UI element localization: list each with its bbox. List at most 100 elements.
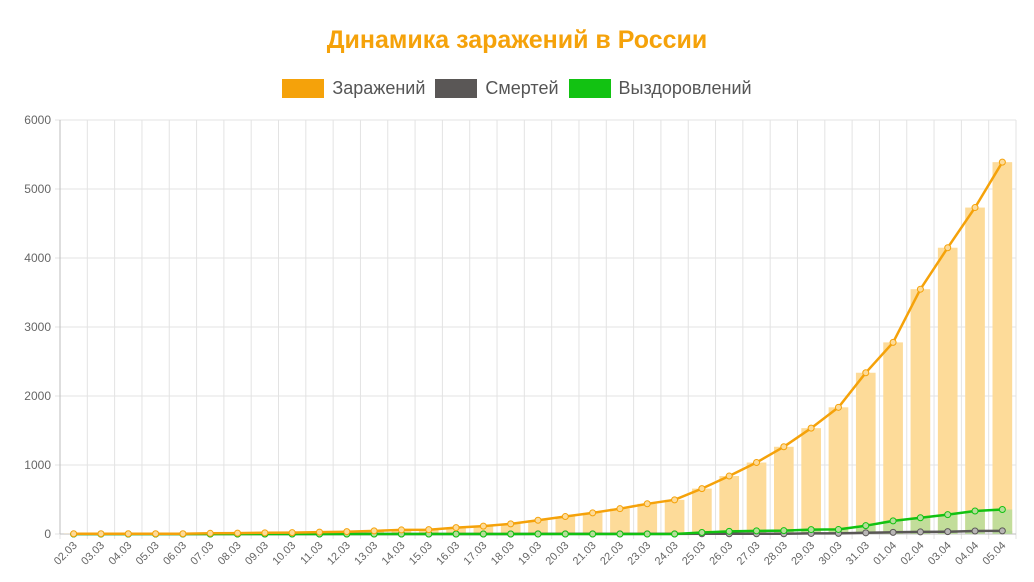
- bar-infections: [773, 446, 794, 534]
- bar-infections: [719, 476, 740, 534]
- bar-infections: [937, 247, 958, 534]
- y-tick-label: 0: [44, 527, 51, 541]
- bar-infections: [692, 488, 712, 534]
- x-tick-label: 05.04: [981, 540, 1009, 568]
- point-infections: [944, 244, 952, 252]
- point-infections: [561, 513, 569, 521]
- point-recoveries: [452, 530, 460, 538]
- x-tick-label: 25.03: [680, 540, 708, 568]
- legend-item-deaths[interactable]: Смертей: [435, 78, 559, 99]
- point-infections: [179, 530, 187, 538]
- point-deaths: [916, 528, 924, 536]
- x-tick-label: 03.03: [79, 540, 107, 568]
- bar-infections: [883, 342, 903, 534]
- x-tick-label: 19.03: [516, 540, 544, 568]
- point-recoveries: [753, 527, 761, 535]
- bar-infections: [582, 512, 603, 534]
- point-deaths: [889, 528, 897, 536]
- point-infections: [643, 500, 651, 508]
- point-infections: [479, 522, 487, 530]
- x-tick-label: 16.03: [434, 540, 462, 568]
- bar-infections: [555, 516, 576, 534]
- point-recoveries: [616, 530, 624, 538]
- point-infections: [315, 528, 323, 536]
- point-recoveries: [862, 522, 870, 530]
- x-tick-label: 27.03: [735, 540, 763, 568]
- point-recoveries: [561, 530, 569, 538]
- legend-item-recoveries[interactable]: Выздоровлений: [568, 78, 752, 99]
- point-infections: [452, 524, 460, 532]
- x-tick-label: 10.03: [270, 540, 298, 568]
- x-tick-label: 28.03: [762, 540, 790, 568]
- point-recoveries: [725, 527, 733, 535]
- point-recoveries: [479, 530, 487, 538]
- point-infections: [971, 204, 979, 212]
- legend-swatch-infections: [282, 79, 325, 98]
- bar-infections: [965, 207, 985, 534]
- point-recoveries: [780, 527, 788, 535]
- x-tick-label: 18.03: [489, 540, 517, 568]
- x-tick-label: 14.03: [380, 540, 408, 568]
- bar-infections: [637, 503, 658, 534]
- x-tick-label: 24.03: [653, 540, 681, 568]
- point-recoveries: [944, 511, 952, 519]
- point-infections: [807, 424, 815, 432]
- point-recoveries: [998, 506, 1006, 514]
- point-deaths: [971, 527, 979, 535]
- bar-recoveries: [883, 520, 903, 534]
- point-recoveries: [807, 526, 815, 534]
- x-tick-label: 30.03: [817, 540, 845, 568]
- x-tick-label: 09.03: [243, 540, 271, 568]
- point-deaths: [998, 527, 1006, 535]
- x-tick-label: 20.03: [543, 540, 571, 568]
- point-infections: [152, 530, 160, 538]
- x-tick-label: 23.03: [625, 540, 653, 568]
- x-tick-label: 02.03: [52, 540, 80, 568]
- point-infections: [780, 443, 788, 451]
- x-tick-label: 21.03: [571, 540, 599, 568]
- point-deaths: [862, 529, 870, 537]
- bar-recoveries: [992, 509, 1013, 534]
- point-infections: [889, 338, 897, 346]
- point-infections: [589, 509, 597, 517]
- x-tick-label: 07.03: [188, 540, 216, 568]
- point-infections: [206, 529, 214, 537]
- y-tick-label: 6000: [24, 113, 51, 127]
- point-infections: [234, 529, 242, 537]
- x-tick-label: 12.03: [325, 540, 353, 568]
- x-tick-label: 06.03: [161, 540, 189, 568]
- x-tick-label: 22.03: [598, 540, 626, 568]
- bar-infections: [855, 372, 876, 534]
- point-infections: [862, 369, 870, 377]
- legend-label-recoveries: Выздоровлений: [618, 78, 752, 98]
- x-tick-label: 05.03: [134, 540, 162, 568]
- legend-item-infections[interactable]: Заражений: [282, 78, 425, 99]
- x-tick-label: 17.03: [462, 540, 490, 568]
- x-tick-label: 26.03: [707, 540, 735, 568]
- point-infections: [834, 403, 842, 411]
- x-tick-label: 04.04: [953, 540, 981, 568]
- point-infections: [370, 527, 378, 535]
- x-tick-label: 11.03: [298, 540, 325, 567]
- x-tick-label: 29.03: [789, 540, 817, 568]
- point-infections: [425, 526, 433, 534]
- point-infections: [753, 459, 761, 467]
- x-tick-label: 15.03: [407, 540, 435, 568]
- point-infections: [698, 485, 706, 493]
- bar-recoveries: [965, 511, 985, 534]
- point-recoveries: [671, 530, 679, 538]
- bar-infections: [828, 407, 849, 534]
- point-infections: [916, 285, 924, 293]
- point-recoveries: [507, 530, 515, 538]
- bar-infections: [528, 520, 548, 534]
- y-tick-label: 1000: [24, 458, 51, 472]
- bar-recoveries: [937, 514, 958, 534]
- y-tick-label: 2000: [24, 389, 51, 403]
- point-recoveries: [971, 507, 979, 515]
- x-tick-label: 03.04: [926, 540, 954, 568]
- point-recoveries: [589, 530, 597, 538]
- point-recoveries: [698, 528, 706, 536]
- point-infections: [124, 530, 132, 538]
- point-infections: [261, 529, 269, 537]
